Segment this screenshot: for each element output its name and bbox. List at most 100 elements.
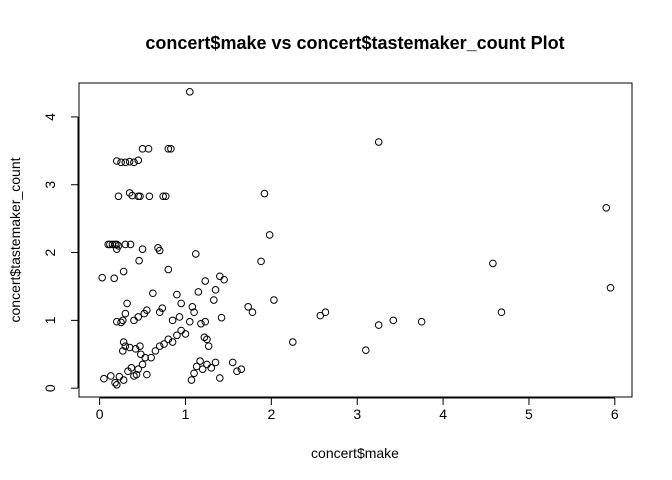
data-point <box>160 340 168 348</box>
data-point <box>136 192 144 201</box>
data-point <box>117 318 125 327</box>
data-point <box>149 289 157 298</box>
data-point <box>211 286 220 294</box>
data-point <box>144 144 153 153</box>
data-point <box>134 156 143 165</box>
data-point <box>110 274 119 283</box>
data-point <box>362 346 370 355</box>
data-point <box>188 303 197 311</box>
data-point <box>201 317 210 326</box>
data-point <box>489 259 497 268</box>
x-tick-label: 4 <box>439 406 447 422</box>
data-point <box>123 299 131 308</box>
data-point <box>143 370 151 379</box>
data-point <box>177 326 185 335</box>
plot-frame <box>78 82 633 398</box>
data-point <box>112 157 121 165</box>
data-point <box>216 272 224 281</box>
data-point <box>155 246 164 255</box>
data-point <box>111 378 119 387</box>
data-point <box>132 370 141 379</box>
y-tick-label: 3 <box>42 181 58 189</box>
data-point <box>265 231 274 239</box>
data-point <box>119 267 128 276</box>
data-point <box>117 158 125 167</box>
data-point <box>125 189 134 197</box>
data-point <box>121 240 130 249</box>
data-point <box>98 273 106 282</box>
data-point <box>115 372 124 381</box>
data-point <box>138 245 147 253</box>
data-point <box>128 191 137 200</box>
data-point <box>112 245 121 253</box>
data-point <box>190 369 198 378</box>
data-point <box>168 316 177 325</box>
data-point <box>125 343 134 352</box>
data-point <box>130 316 138 325</box>
data-point <box>374 321 383 329</box>
data-point <box>417 317 426 326</box>
data-point <box>134 365 143 373</box>
data-point <box>289 338 297 346</box>
data-point <box>136 342 144 350</box>
data-point <box>220 275 228 284</box>
data-point <box>141 353 149 362</box>
data-point <box>114 192 123 201</box>
x-axis: 0 1 2 3 4 5 6 <box>96 397 619 422</box>
data-point <box>164 265 173 274</box>
data-point <box>198 365 207 373</box>
data-point <box>168 338 177 346</box>
data-point <box>201 277 210 285</box>
data-point <box>228 358 237 367</box>
data-points <box>98 88 615 389</box>
y-axis-label: concert$tastemaker_count <box>7 157 23 322</box>
data-point <box>244 303 252 311</box>
data-point <box>130 158 138 167</box>
data-point <box>270 296 278 304</box>
data-point <box>497 308 506 317</box>
data-point <box>155 308 164 317</box>
data-point <box>204 342 213 350</box>
data-point <box>389 316 398 325</box>
y-tick-label: 0 <box>42 384 58 392</box>
data-point <box>200 333 209 342</box>
data-point <box>155 342 164 350</box>
data-point <box>191 250 200 258</box>
data-point <box>248 308 257 317</box>
data-point <box>177 299 185 308</box>
data-point <box>112 240 121 249</box>
data-point <box>187 376 196 384</box>
data-point <box>119 338 128 346</box>
data-point <box>203 360 211 369</box>
data-point <box>143 306 151 314</box>
data-point <box>167 144 175 153</box>
data-point <box>185 317 194 326</box>
data-point <box>217 313 226 322</box>
data-point <box>194 288 203 296</box>
data-point <box>216 374 224 382</box>
data-point <box>237 365 246 373</box>
data-point <box>606 284 615 292</box>
data-point <box>257 257 265 266</box>
y-axis: 0 1 2 3 4 <box>42 113 79 392</box>
data-point <box>121 342 130 350</box>
data-point <box>151 347 160 355</box>
data-point <box>100 374 108 383</box>
data-point <box>260 189 269 198</box>
data-point <box>316 311 325 320</box>
x-tick-label: 3 <box>353 406 361 422</box>
data-point <box>134 313 143 321</box>
data-point <box>121 309 130 318</box>
x-tick-label: 1 <box>182 406 190 422</box>
data-point <box>602 203 611 212</box>
data-point <box>137 350 145 359</box>
x-tick-label: 5 <box>525 406 533 422</box>
data-point <box>181 330 190 338</box>
data-point <box>192 362 201 371</box>
data-point <box>164 144 173 153</box>
data-point <box>118 316 127 325</box>
data-point <box>233 367 241 376</box>
data-point <box>112 380 121 389</box>
data-point <box>138 144 147 153</box>
